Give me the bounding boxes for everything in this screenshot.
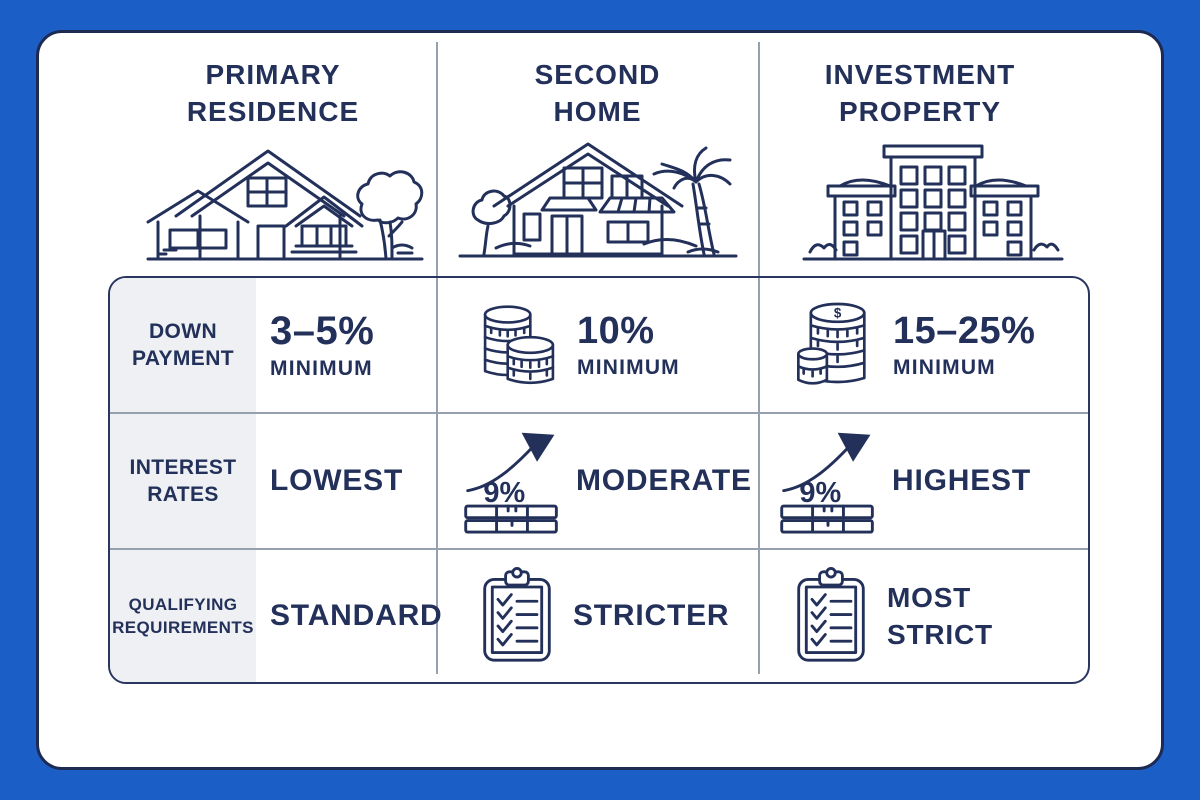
- row-label-down-payment: DOWN PAYMENT: [110, 278, 256, 412]
- qualifying-value: STRICTER: [573, 598, 730, 632]
- rising-rate-arrow-icon: 9%: [780, 432, 874, 534]
- label-line: QUALIFYING: [128, 594, 238, 614]
- title-line: HOME: [553, 96, 642, 127]
- label-line: INTEREST: [129, 456, 237, 479]
- rising-rate-arrow-icon: 9%: [464, 432, 558, 534]
- coin-stack-icon: [483, 305, 555, 385]
- cell-interest-rates-investment: 9% HIGHEST: [761, 414, 1087, 548]
- title-line: PROPERTY: [838, 96, 1002, 127]
- column-title-primary-residence: PRIMARY RESIDENCE: [118, 56, 428, 130]
- row-label-column: [110, 278, 256, 682]
- cell-qualifying-investment: MOST STRICT: [761, 550, 1087, 681]
- cell-interest-rates-primary: LOWEST: [257, 414, 439, 548]
- rate-percent-label: 9%: [799, 477, 841, 509]
- qualifying-value: STANDARD: [270, 598, 443, 632]
- checklist-clipboard-icon: [483, 567, 551, 662]
- down-payment-value: 15–25%: [893, 310, 1036, 352]
- title-line: SECOND: [534, 59, 661, 90]
- cell-qualifying-primary: STANDARD: [257, 550, 442, 681]
- cell-qualifying-second-home: STRICTER: [439, 550, 761, 681]
- label-line: DOWN: [148, 320, 218, 343]
- title-line: INVESTMENT: [824, 59, 1016, 90]
- interest-rate-value: LOWEST: [270, 464, 404, 497]
- column-title-second-home: SECOND HOME: [450, 56, 745, 130]
- row-divider-1: [110, 412, 1088, 414]
- apartment-building-icon: [802, 144, 1064, 261]
- down-payment-value: 3–5%: [270, 309, 375, 353]
- label-line: RATES: [147, 483, 219, 506]
- column-divider-2: [758, 42, 760, 674]
- comparison-table: DOWN PAYMENT INTEREST RATES QUALIFYING R…: [108, 276, 1090, 684]
- tall-coin-stack-dollar-icon: $: [797, 302, 866, 385]
- checklist-clipboard-icon: [797, 567, 865, 662]
- qualifying-value-line: MOST: [887, 581, 972, 613]
- qualifying-value-line: STRICT: [887, 618, 993, 650]
- cell-down-payment-primary: 3–5% MINIMUM: [257, 278, 439, 412]
- column-title-investment-property: INVESTMENT PROPERTY: [770, 56, 1070, 130]
- down-payment-subvalue: MINIMUM: [577, 356, 680, 379]
- interest-rate-value: HIGHEST: [892, 464, 1031, 497]
- down-payment-subvalue: MINIMUM: [270, 357, 373, 380]
- title-line: RESIDENCE: [186, 96, 360, 127]
- label-line: REQUIREMENTS: [112, 617, 254, 637]
- cell-interest-rates-second-home: 9% MODERATE: [439, 414, 761, 548]
- cell-down-payment-second-home: 10% MINIMUM: [439, 278, 761, 412]
- cell-down-payment-investment: $ 15–25% MINIMUM: [761, 278, 1087, 412]
- interest-rate-value: MODERATE: [576, 464, 752, 497]
- row-label-interest-rates: INTEREST RATES: [110, 414, 256, 548]
- single-family-house-icon: [146, 149, 424, 261]
- row-label-qualifying-requirements: QUALIFYING REQUIREMENTS: [110, 550, 256, 681]
- down-payment-subvalue: MINIMUM: [893, 356, 996, 379]
- row-divider-2: [110, 548, 1088, 550]
- dollar-symbol: $: [834, 305, 842, 320]
- rate-percent-label: 9%: [483, 477, 525, 509]
- title-line: PRIMARY: [205, 59, 341, 90]
- down-payment-value: 10%: [577, 310, 655, 352]
- house-with-palm-tree-icon: [458, 142, 738, 258]
- column-divider-1: [436, 42, 438, 674]
- label-line: PAYMENT: [132, 347, 234, 370]
